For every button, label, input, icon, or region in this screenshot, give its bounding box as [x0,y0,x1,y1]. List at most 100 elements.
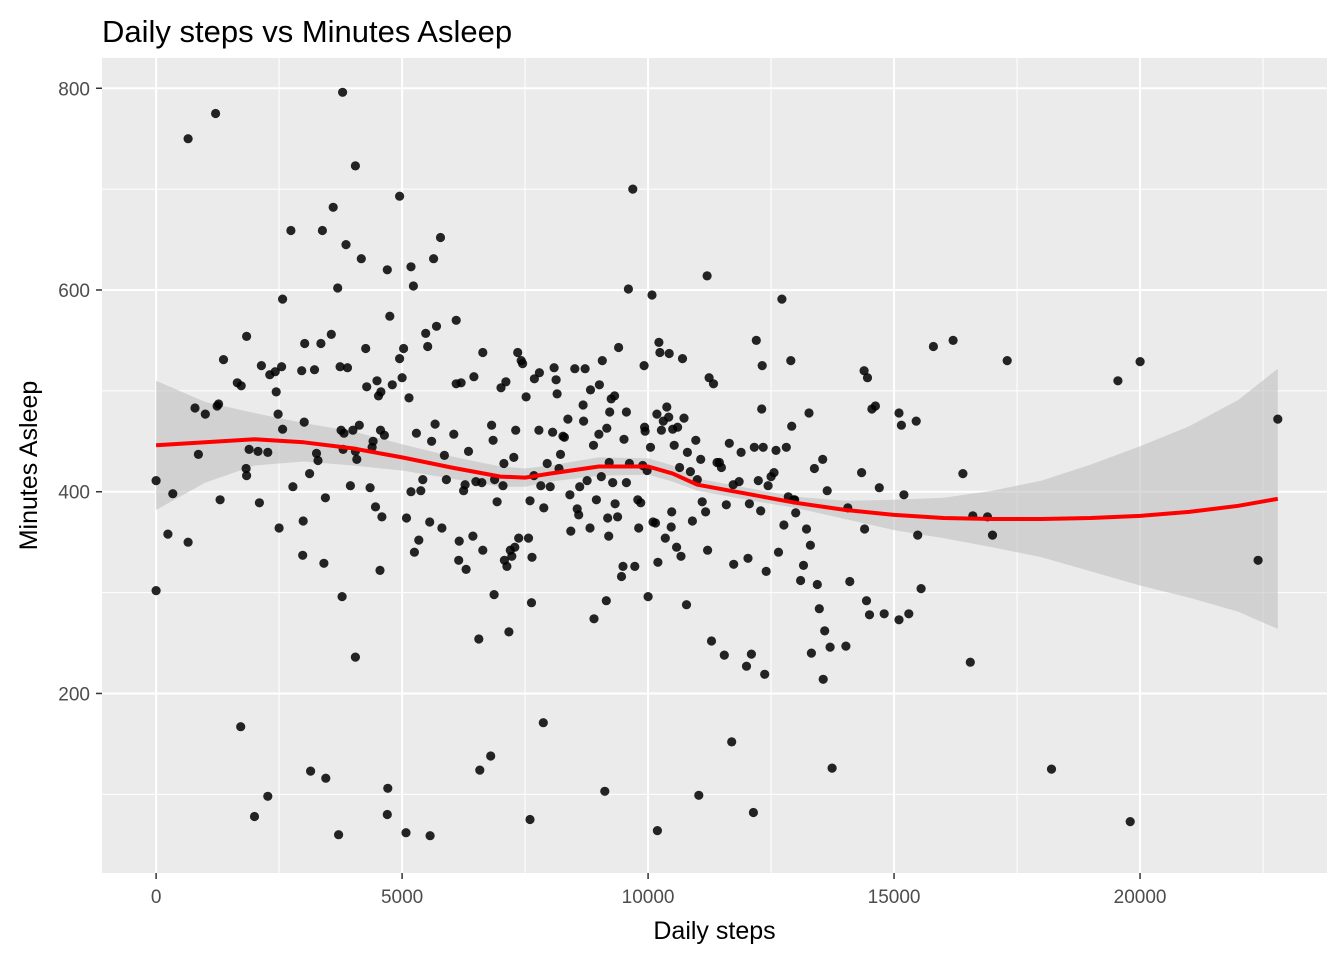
data-point [652,409,662,419]
data-point [552,389,562,399]
data-point [744,499,755,509]
data-point [1113,376,1123,386]
data-point [183,134,193,144]
data-point [305,469,315,479]
data-point [408,281,418,291]
data-point [548,427,558,437]
data-point [708,379,719,389]
data-point [163,529,173,539]
data-point [904,609,914,619]
data-point [628,184,638,194]
data-point [409,547,419,557]
data-point [691,435,701,445]
data-point [300,338,310,349]
data-point [860,524,870,534]
data-point [200,409,210,419]
data-point [845,576,855,587]
data-point [636,498,646,508]
data-point [621,407,632,417]
data-point [278,424,288,434]
data-point [375,565,385,576]
data-point [421,328,431,338]
data-point [183,537,193,547]
data-point [328,202,338,212]
data-point [383,783,393,793]
data-point [654,337,664,347]
data-point [864,610,875,620]
data-point [372,376,382,386]
data-point [1002,356,1012,366]
data-point [352,454,362,464]
data-point [475,765,485,775]
data-point [525,814,535,825]
data-point [621,478,632,488]
data-point [666,522,676,532]
data-point [427,436,437,446]
data-point [278,294,288,304]
minor-gridlines [102,58,1327,873]
data-point [214,399,224,409]
data-point [525,496,535,506]
data-point [574,510,584,520]
data-point [377,512,387,522]
data-point [545,482,555,492]
data-point [861,596,872,606]
data-point [585,523,595,533]
data-point [151,476,161,486]
data-point [549,363,559,373]
data-point [619,434,629,444]
data-point [719,650,729,660]
data-point [746,649,757,659]
data-point [509,452,519,462]
data-point [539,503,549,513]
data-point [242,471,252,481]
data-point [771,445,781,455]
data-point [468,531,478,541]
data-point [382,809,392,820]
data-point [594,429,604,439]
data-point [791,508,801,518]
data-point [652,826,663,836]
data-point [585,385,596,395]
data-point [298,516,308,526]
data-point [727,737,737,747]
data-point [578,400,588,410]
data-point [748,807,759,818]
data-point [862,373,873,383]
data-point [687,516,698,526]
data-point [760,669,770,679]
data-point [429,254,439,264]
data-point [311,448,322,458]
data-points [151,87,1283,841]
data-point [814,604,824,614]
x-axis-title: Daily steps [653,917,775,945]
data-point [796,575,806,586]
data-point [399,343,409,354]
data-point [425,517,435,527]
data-point [299,417,309,427]
data-point [319,558,329,568]
x-tick-label: 5000 [381,887,423,908]
data-point [526,598,537,608]
data-point [566,526,576,536]
data-point [492,497,502,507]
data-point [334,830,344,840]
data-point [368,436,378,446]
data-point [667,507,677,517]
data-point [702,271,712,281]
data-point [527,552,537,562]
data-point [510,542,520,552]
data-point [382,265,392,275]
data-point [894,615,904,625]
data-point [387,380,397,390]
data-point [804,408,814,418]
data-point [643,592,653,602]
data-point [682,447,693,457]
data-point [241,463,251,474]
data-point [411,428,421,438]
data-point [414,535,424,545]
data-point [613,512,623,522]
data-point [701,507,711,517]
data-point [639,361,649,371]
